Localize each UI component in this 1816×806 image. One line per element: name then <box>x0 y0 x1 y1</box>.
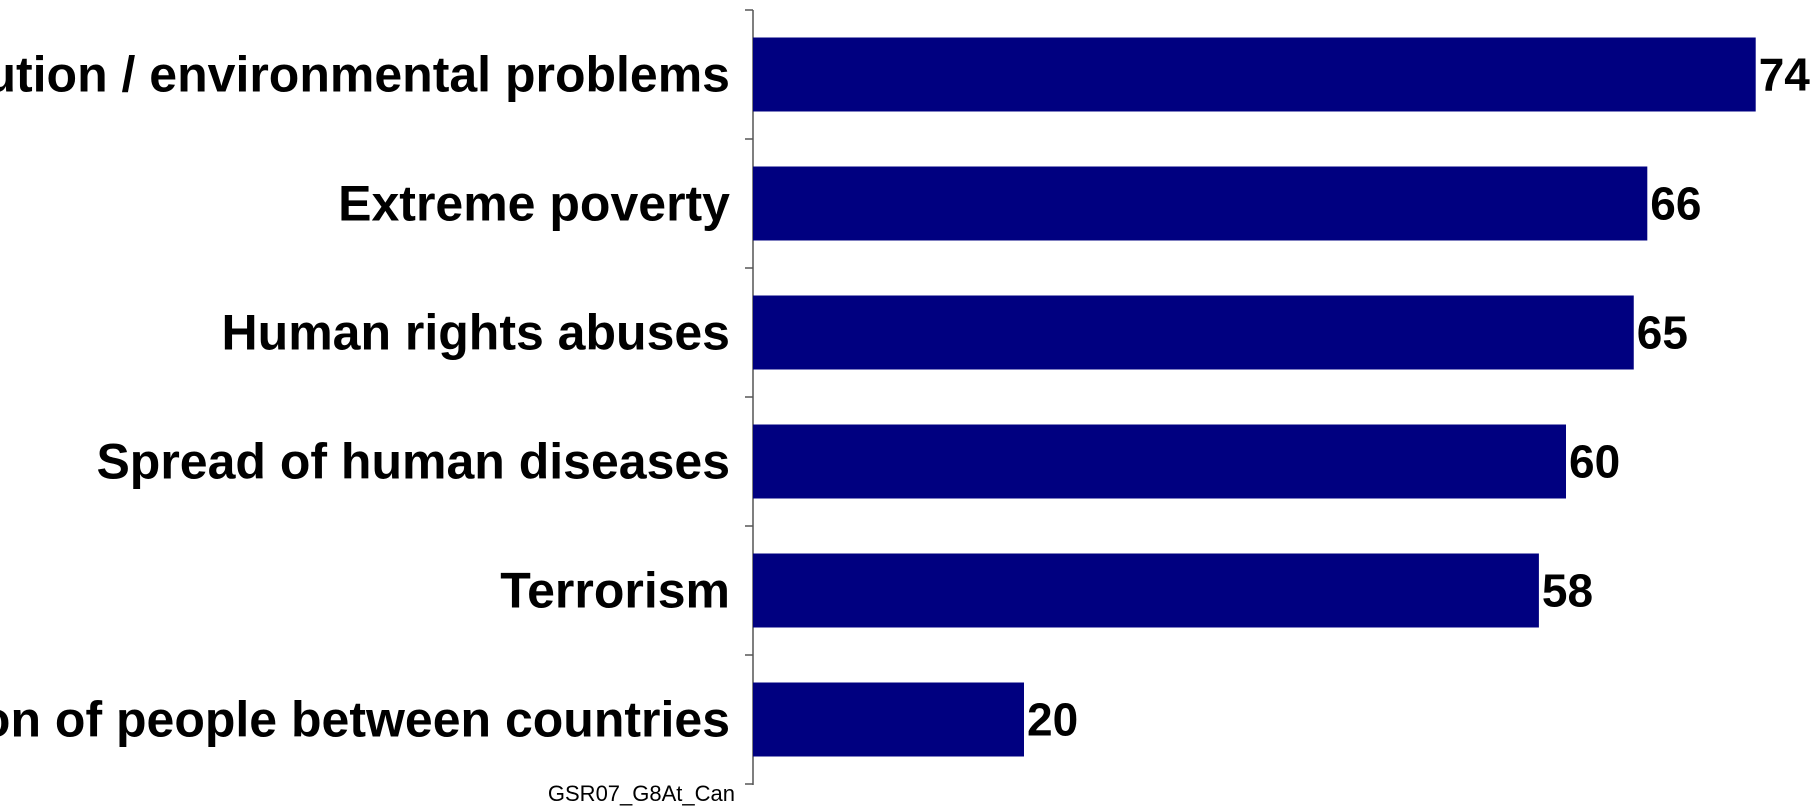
bar-pollution-environmental-problems <box>753 37 1756 112</box>
value-label: 65 <box>1637 307 1688 359</box>
source-code-label: GSR07_G8At_Can <box>548 781 735 806</box>
category-labels: Pollution / environmental problems Extrem… <box>0 47 730 748</box>
bar-terrorism <box>753 553 1539 628</box>
category-label: Spread of human diseases <box>96 434 730 490</box>
category-label: Terrorism <box>500 563 730 619</box>
value-label: 74 <box>1759 49 1811 101</box>
value-label: 20 <box>1027 694 1078 746</box>
bar-migration-of-people-between-countries <box>753 682 1024 757</box>
value-label: 66 <box>1650 178 1701 230</box>
value-label: 58 <box>1542 565 1593 617</box>
value-label: 60 <box>1569 436 1620 488</box>
axis-ticks <box>745 9 753 785</box>
bar-extreme-poverty <box>753 166 1648 241</box>
category-label: Migration of people between countries <box>0 692 730 748</box>
category-label: Extreme poverty <box>338 176 730 232</box>
category-label: Pollution / environmental problems <box>0 47 730 103</box>
bar-human-rights-abuses <box>753 295 1634 370</box>
bars-layer <box>753 37 1756 757</box>
bar-spread-of-human-diseases <box>753 424 1566 499</box>
value-labels: 74 66 65 60 58 20 <box>1027 49 1810 746</box>
category-label: Human rights abuses <box>222 305 730 361</box>
